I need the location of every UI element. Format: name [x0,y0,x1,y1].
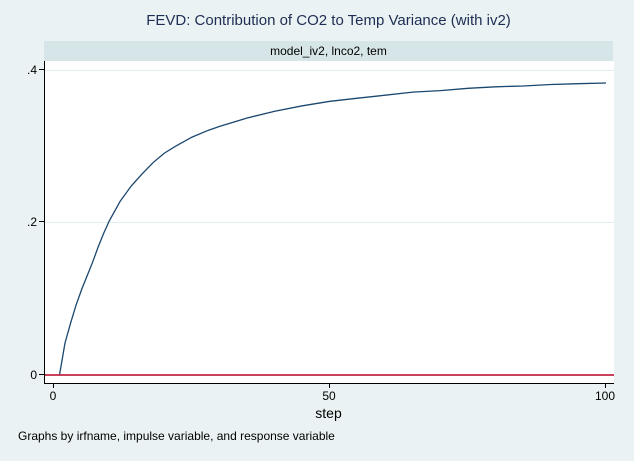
gridline-y-0.4 [45,70,614,71]
x-tick-label-50: 50 [322,389,336,403]
y-tick-0.2 [39,221,44,222]
y-tick-label-0.2: .2 [26,215,37,229]
gridline-y-0.2 [45,222,614,223]
y-tick-0 [39,374,44,375]
subtitle-band: model_iv2, lnco2, tem [44,41,613,61]
x-tick-label-100: 100 [594,389,616,403]
y-tick-label-0.4: .4 [26,63,37,77]
x-tick-50 [329,384,330,388]
x-tick-label-0: 0 [49,389,57,403]
chart-subtitle: model_iv2, lnco2, tem [270,44,387,58]
graph-note: Graphs by irfname, impulse variable, and… [18,429,335,443]
y-tick-0.4 [39,69,44,70]
chart-title: FEVD: Contribution of CO2 to Temp Varian… [146,12,511,29]
x-tick-100 [605,384,606,388]
y-tick-label-0: 0 [30,368,37,382]
x-tick-0 [53,384,54,388]
plot-area [44,61,614,384]
fevd-line-chart [45,82,614,376]
series-fevd-of-tem-to-lnco2 [58,82,607,376]
x-axis-title: step [315,405,342,421]
